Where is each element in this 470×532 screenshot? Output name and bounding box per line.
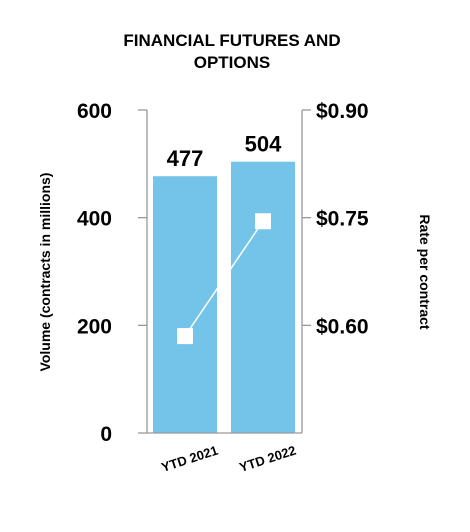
volume-bar-1 — [153, 176, 217, 433]
rate-line — [184, 220, 264, 337]
left-axis-label: Volume (contracts in millions) — [37, 173, 53, 372]
right-axis-label: Rate per contract — [417, 214, 433, 329]
left-tick-label-600: 600 — [77, 100, 112, 123]
left-tick-label-400: 400 — [77, 208, 112, 231]
axes — [138, 109, 311, 434]
rate-marker-1 — [177, 328, 193, 345]
right-tick-label-0: $0.60 — [316, 315, 369, 338]
chart-title-line-2: OPTIONS — [194, 53, 271, 72]
chart-labels: 477 504 0 200 400 600 $0.60 $0.75 $0.90 YTD 2021 Y… — [77, 100, 369, 475]
rate-marker-2 — [255, 213, 271, 230]
volume-bars — [153, 161, 295, 433]
left-tick-label-0: 0 — [100, 423, 112, 446]
rate-line-series — [177, 213, 271, 345]
left-tick-label-200: 200 — [77, 315, 112, 338]
bar-value-label-2: 504 — [245, 132, 282, 157]
category-label-2: YTD 2022 — [237, 443, 297, 475]
bar-value-label-1: 477 — [167, 146, 204, 171]
right-tick-label-1: $0.75 — [316, 208, 369, 231]
category-label-1: YTD 2021 — [159, 443, 219, 475]
chart-title-line-1: FINANCIAL FUTURES AND — [123, 31, 340, 50]
volume-bar-2 — [231, 161, 295, 433]
right-tick-label-2: $0.90 — [316, 100, 369, 123]
chart-title: FINANCIAL FUTURES AND OPTIONS — [123, 31, 340, 72]
